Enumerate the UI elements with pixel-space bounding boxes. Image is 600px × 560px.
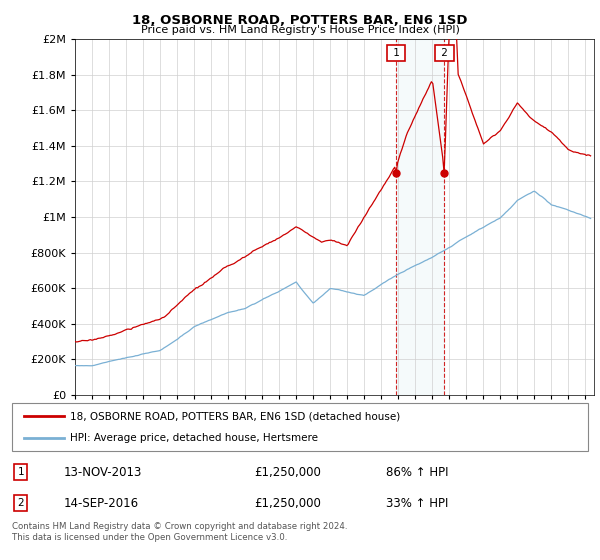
Text: Price paid vs. HM Land Registry's House Price Index (HPI): Price paid vs. HM Land Registry's House … bbox=[140, 25, 460, 35]
Text: Contains HM Land Registry data © Crown copyright and database right 2024.: Contains HM Land Registry data © Crown c… bbox=[12, 522, 347, 531]
Text: 14-SEP-2016: 14-SEP-2016 bbox=[64, 497, 139, 510]
Bar bbox=[396, 39, 445, 395]
Text: £1,250,000: £1,250,000 bbox=[254, 497, 321, 510]
Text: 18, OSBORNE ROAD, POTTERS BAR, EN6 1SD (detached house): 18, OSBORNE ROAD, POTTERS BAR, EN6 1SD (… bbox=[70, 411, 400, 421]
Text: 13-NOV-2013: 13-NOV-2013 bbox=[64, 465, 142, 479]
Text: 2: 2 bbox=[438, 48, 451, 58]
Text: 1: 1 bbox=[389, 48, 403, 58]
Text: 33% ↑ HPI: 33% ↑ HPI bbox=[386, 497, 449, 510]
Text: 2: 2 bbox=[17, 498, 24, 508]
Text: 1: 1 bbox=[17, 467, 24, 477]
Text: 86% ↑ HPI: 86% ↑ HPI bbox=[386, 465, 449, 479]
Text: This data is licensed under the Open Government Licence v3.0.: This data is licensed under the Open Gov… bbox=[12, 533, 287, 542]
Text: 18, OSBORNE ROAD, POTTERS BAR, EN6 1SD: 18, OSBORNE ROAD, POTTERS BAR, EN6 1SD bbox=[132, 14, 468, 27]
Text: £1,250,000: £1,250,000 bbox=[254, 465, 321, 479]
Text: HPI: Average price, detached house, Hertsmere: HPI: Average price, detached house, Hert… bbox=[70, 433, 317, 443]
